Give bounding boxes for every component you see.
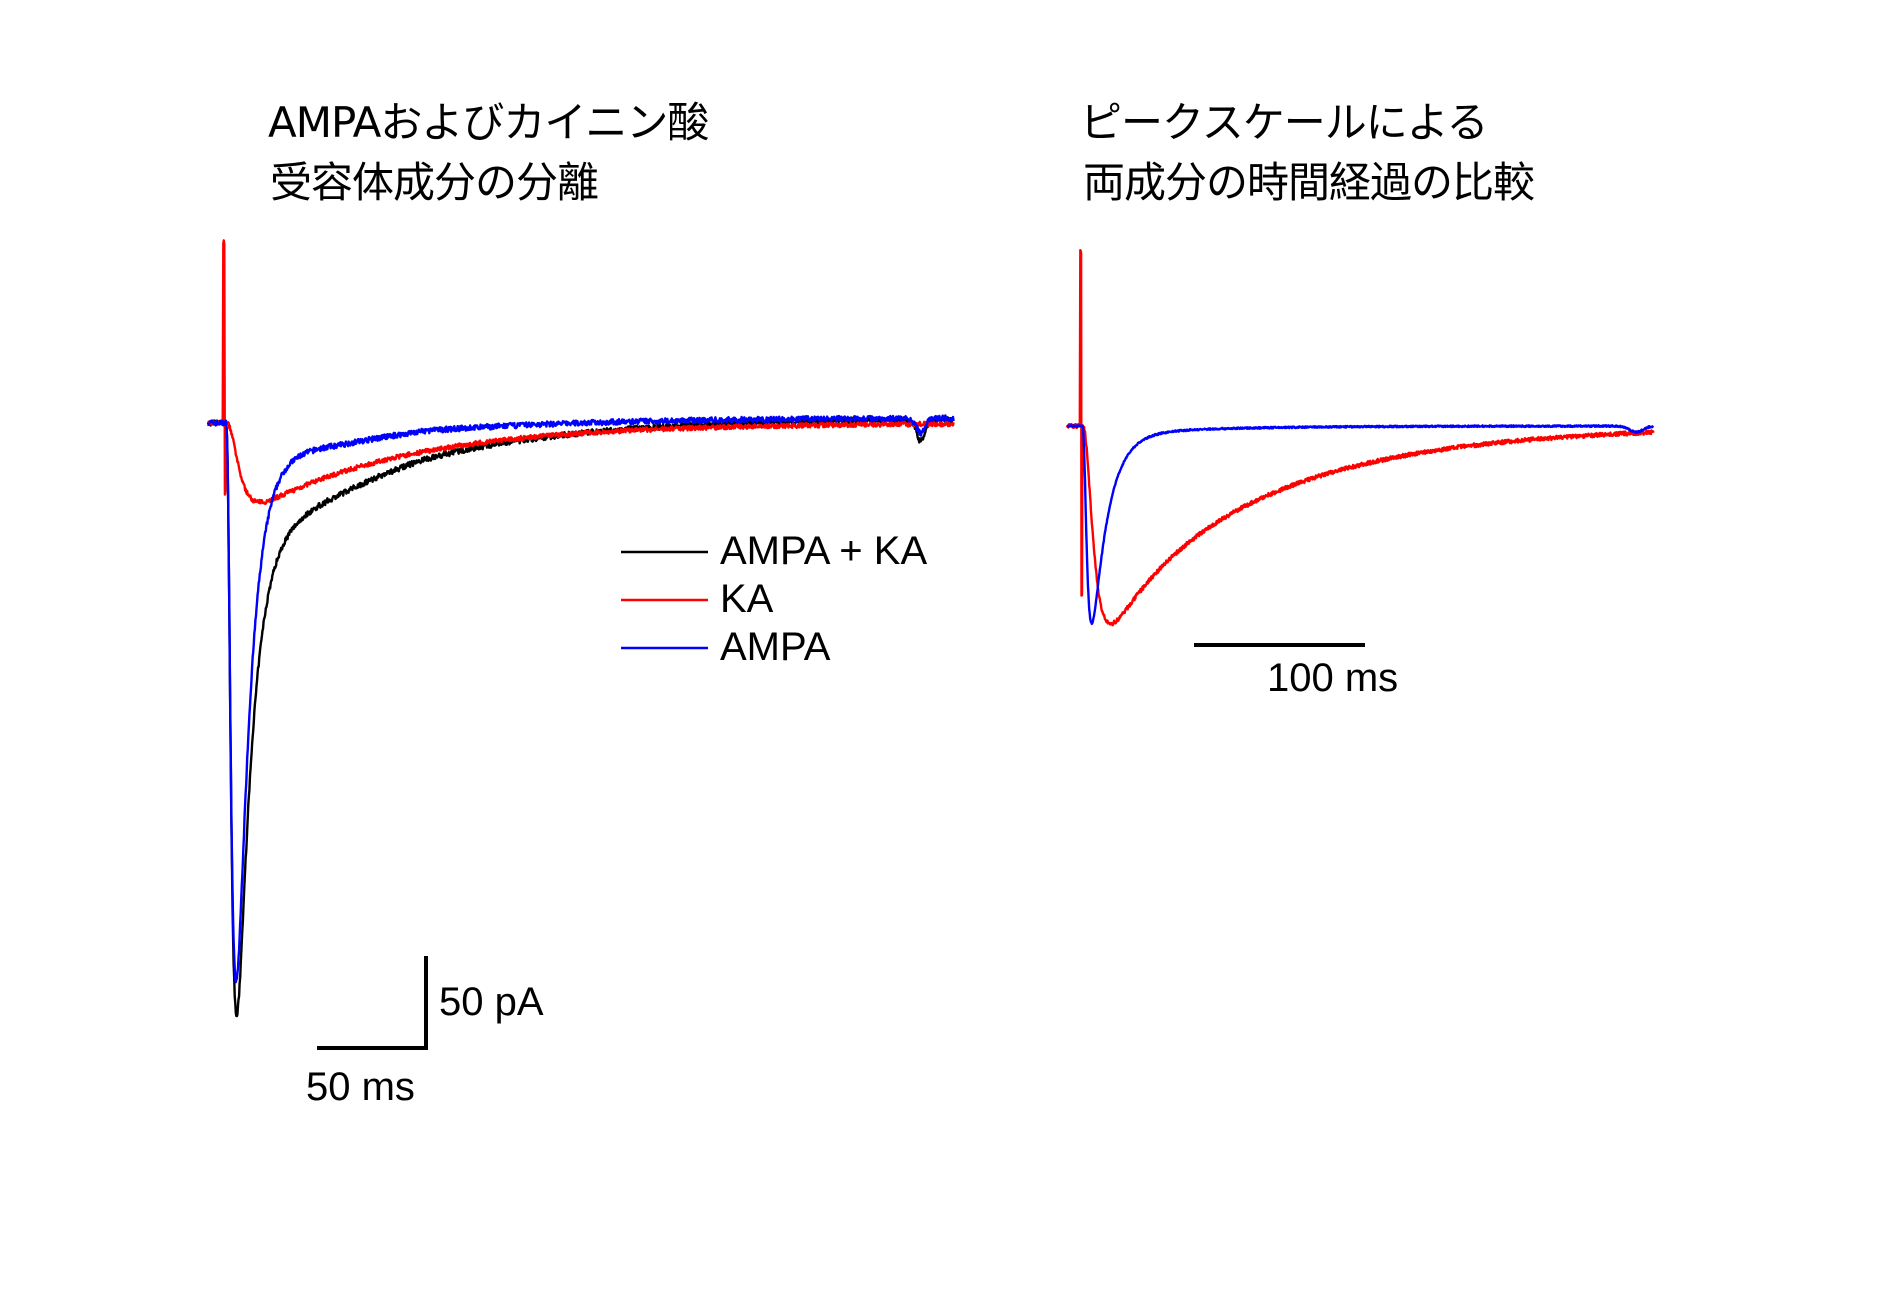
current-scale-label: 50 pA <box>439 980 544 1024</box>
left-panel-traces <box>206 239 955 1018</box>
legend-label-ampa-ka: AMPA + KA <box>720 529 928 573</box>
legend-label-ka: KA <box>720 577 774 621</box>
right-panel-title-line-1: ピークスケールによる <box>1080 98 1488 147</box>
legend-label-ampa: AMPA <box>720 625 831 669</box>
right-panel-title-line-2: 両成分の時間経過の比較 <box>1083 158 1535 207</box>
trace-ampa-normalized <box>1066 424 1655 626</box>
trace-ka <box>206 239 955 505</box>
trace-ka-normalized <box>1065 249 1655 627</box>
trace-ampa <box>206 414 955 984</box>
time-scale-label-right: 100 ms <box>1267 656 1399 700</box>
left-panel-title-line-1: AMPAおよびカイニン酸 <box>268 98 709 147</box>
right-panel-traces <box>1065 249 1655 627</box>
time-scale-label-left: 50 ms <box>306 1065 415 1109</box>
trace-ampa-ka <box>206 415 955 1018</box>
left-panel-title-line-2: 受容体成分の分離 <box>270 158 599 207</box>
